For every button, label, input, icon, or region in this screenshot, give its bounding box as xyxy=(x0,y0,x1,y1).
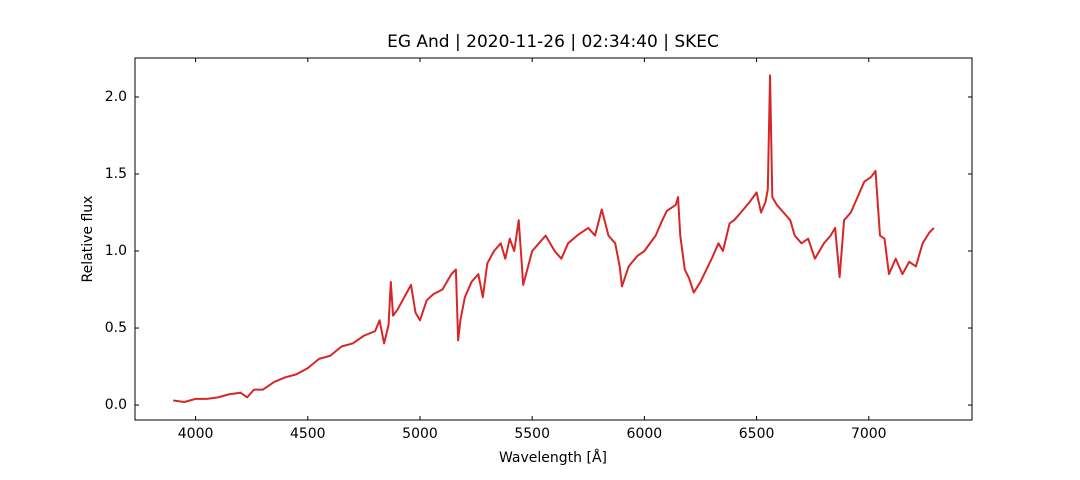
x-axis-label: Wavelength [Å] xyxy=(499,449,607,466)
x-tick-label: 4500 xyxy=(290,426,326,442)
y-tick-label: 1.5 xyxy=(105,166,127,182)
x-tick-label: 5000 xyxy=(402,426,438,442)
y-tick-label: 0.5 xyxy=(105,320,127,336)
plot-frame xyxy=(134,57,973,421)
x-tick-label: 5500 xyxy=(514,426,550,442)
x-tick-label: 6500 xyxy=(739,426,775,442)
x-tick-label: 6000 xyxy=(627,426,663,442)
y-tick-label: 1.0 xyxy=(105,243,127,259)
y-axis-label: Relative flux xyxy=(80,196,96,283)
x-tick-label: 4000 xyxy=(178,426,214,442)
y-tick-label: 2.0 xyxy=(105,89,127,105)
spectrum-line xyxy=(173,74,935,403)
chart-title: EG And | 2020-11-26 | 02:34:40 | SKEC xyxy=(387,32,719,52)
y-tick-label: 0.0 xyxy=(105,397,127,413)
x-tick-label: 7000 xyxy=(851,426,887,442)
